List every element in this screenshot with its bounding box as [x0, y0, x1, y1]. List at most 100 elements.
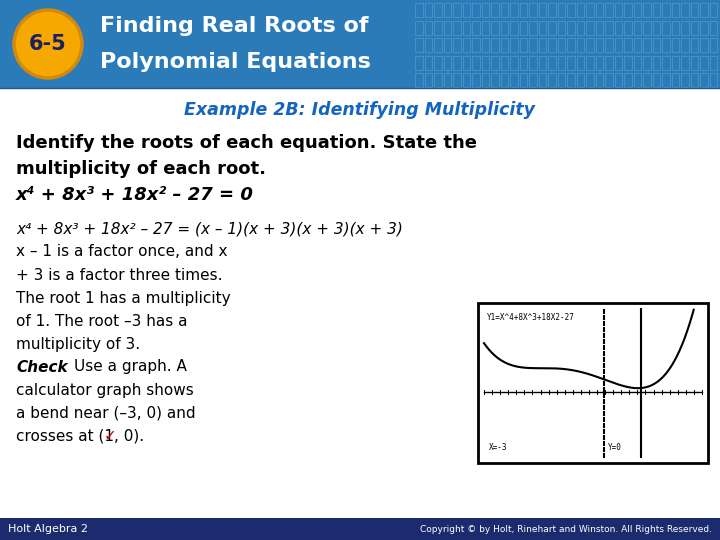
- Text: a bend near (–3, 0) and: a bend near (–3, 0) and: [16, 406, 196, 421]
- Bar: [462, 21, 470, 35]
- Bar: [567, 56, 575, 70]
- Bar: [624, 3, 631, 17]
- Bar: [681, 73, 688, 87]
- Bar: [462, 73, 470, 87]
- Bar: [472, 38, 480, 52]
- Bar: [434, 73, 441, 87]
- Bar: [462, 56, 470, 70]
- Bar: [605, 38, 613, 52]
- Bar: [510, 73, 518, 87]
- Bar: [614, 21, 622, 35]
- Bar: [586, 21, 593, 35]
- Bar: [595, 56, 603, 70]
- Bar: [491, 21, 498, 35]
- Text: x⁴ + 8x³ + 18x² – 27 = 0: x⁴ + 8x³ + 18x² – 27 = 0: [16, 186, 254, 204]
- Bar: [548, 3, 556, 17]
- Bar: [634, 3, 641, 17]
- Bar: [662, 38, 670, 52]
- Bar: [557, 73, 565, 87]
- Bar: [595, 38, 603, 52]
- Bar: [672, 3, 679, 17]
- Bar: [624, 56, 631, 70]
- Bar: [415, 73, 423, 87]
- Bar: [672, 73, 679, 87]
- Bar: [700, 3, 708, 17]
- Bar: [681, 38, 688, 52]
- Bar: [595, 21, 603, 35]
- Text: Example 2B: Identifying Multiplicity: Example 2B: Identifying Multiplicity: [184, 101, 536, 119]
- Text: Finding Real Roots of: Finding Real Roots of: [100, 16, 369, 36]
- Text: Polynomial Equations: Polynomial Equations: [100, 52, 371, 72]
- Bar: [567, 3, 575, 17]
- Bar: [482, 21, 489, 35]
- Bar: [500, 3, 508, 17]
- Bar: [415, 21, 423, 35]
- Bar: [500, 73, 508, 87]
- Bar: [500, 56, 508, 70]
- Bar: [453, 21, 461, 35]
- Bar: [510, 3, 518, 17]
- Bar: [444, 56, 451, 70]
- Bar: [529, 56, 536, 70]
- Bar: [415, 3, 423, 17]
- Text: Check: Check: [16, 360, 68, 375]
- Bar: [634, 56, 641, 70]
- Bar: [482, 73, 489, 87]
- Bar: [472, 73, 480, 87]
- Bar: [444, 3, 451, 17]
- Bar: [624, 38, 631, 52]
- Bar: [690, 73, 698, 87]
- Text: x⁴ + 8x³ + 18x² – 27 = (x – 1)(x + 3)(x + 3)(x + 3): x⁴ + 8x³ + 18x² – 27 = (x – 1)(x + 3)(x …: [16, 221, 403, 237]
- Bar: [539, 56, 546, 70]
- Bar: [567, 38, 575, 52]
- Bar: [709, 3, 717, 17]
- Bar: [672, 21, 679, 35]
- Bar: [709, 73, 717, 87]
- Bar: [614, 38, 622, 52]
- Bar: [690, 21, 698, 35]
- Bar: [681, 3, 688, 17]
- Text: multiplicity of 3.: multiplicity of 3.: [16, 336, 140, 352]
- Bar: [482, 56, 489, 70]
- Bar: [529, 3, 536, 17]
- Text: Use a graph. A: Use a graph. A: [74, 360, 187, 375]
- Bar: [577, 21, 584, 35]
- Bar: [709, 56, 717, 70]
- Bar: [520, 73, 527, 87]
- Bar: [672, 56, 679, 70]
- Bar: [520, 21, 527, 35]
- Bar: [586, 3, 593, 17]
- Bar: [453, 56, 461, 70]
- Text: ✓: ✓: [104, 429, 117, 443]
- Bar: [586, 56, 593, 70]
- Bar: [700, 21, 708, 35]
- Bar: [444, 21, 451, 35]
- Bar: [643, 38, 650, 52]
- Bar: [577, 73, 584, 87]
- Bar: [478, 303, 708, 463]
- Bar: [643, 73, 650, 87]
- Bar: [491, 73, 498, 87]
- Bar: [595, 73, 603, 87]
- Bar: [652, 56, 660, 70]
- Bar: [510, 21, 518, 35]
- Bar: [557, 56, 565, 70]
- Text: Y1=X^4+8X^3+18X2-27: Y1=X^4+8X^3+18X2-27: [487, 314, 575, 322]
- Bar: [500, 21, 508, 35]
- Bar: [614, 3, 622, 17]
- Bar: [462, 38, 470, 52]
- Text: Identify the roots of each equation. State the: Identify the roots of each equation. Sta…: [16, 134, 477, 152]
- Bar: [652, 3, 660, 17]
- Bar: [662, 3, 670, 17]
- Text: crosses at (1, 0).: crosses at (1, 0).: [16, 429, 144, 443]
- Text: X=-3: X=-3: [489, 442, 508, 451]
- Bar: [681, 56, 688, 70]
- Bar: [520, 3, 527, 17]
- Bar: [472, 21, 480, 35]
- Bar: [624, 73, 631, 87]
- Bar: [529, 73, 536, 87]
- Bar: [557, 21, 565, 35]
- Bar: [434, 38, 441, 52]
- Bar: [548, 21, 556, 35]
- Bar: [500, 38, 508, 52]
